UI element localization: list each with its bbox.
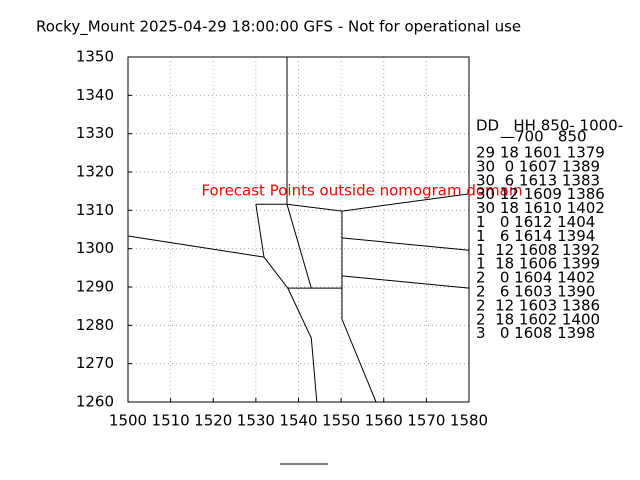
nomogram-line xyxy=(127,235,265,258)
table-row: 30 18 1610 1402 xyxy=(476,199,605,217)
x-tick-label: 1530 xyxy=(237,412,275,430)
y-tick-label: 1340 xyxy=(76,86,114,104)
chart-title: Rocky_Mount 2025-04-29 18:00:00 GFS - No… xyxy=(36,18,521,37)
table-row: 3 0 1608 1398 xyxy=(476,324,595,342)
y-tick-label: 1300 xyxy=(76,239,114,257)
table-row: 2 6 1603 1390 xyxy=(476,283,595,301)
y-tick-label: 1330 xyxy=(76,124,114,142)
nomogram-line xyxy=(341,288,377,403)
plot-frame xyxy=(127,56,470,403)
table-header: —700 850 xyxy=(500,128,587,146)
x-tick-label: 1580 xyxy=(450,412,488,430)
x-tick-label: 1500 xyxy=(109,412,147,430)
table-row: 2 12 1603 1386 xyxy=(476,296,600,314)
nomogram-line xyxy=(286,204,312,289)
x-tick-label: 1560 xyxy=(365,412,403,430)
nomogram-line xyxy=(287,287,318,403)
table-row: 30 6 1613 1383 xyxy=(476,171,600,189)
x-tick-label: 1520 xyxy=(194,412,232,430)
x-tick-label: 1510 xyxy=(152,412,190,430)
table-header: DD HH 850- 1000- xyxy=(476,117,623,135)
table-row: 1 12 1608 1392 xyxy=(476,241,600,259)
nomogram-line xyxy=(341,275,470,289)
table-row: 2 18 1602 1400 xyxy=(476,310,600,328)
x-tick-label: 1570 xyxy=(407,412,445,430)
table-row: 1 18 1606 1399 xyxy=(476,255,600,273)
table-row: 2 0 1604 1402 xyxy=(476,269,595,287)
x-tick-label: 1550 xyxy=(322,412,360,430)
y-tick-label: 1270 xyxy=(76,354,114,372)
x-tick-label: 1540 xyxy=(279,412,317,430)
table-row: 1 0 1612 1404 xyxy=(476,213,595,231)
table-row: 29 18 1601 1379 xyxy=(476,144,605,162)
nomogram-line xyxy=(263,256,289,289)
nomogram-line xyxy=(341,237,470,251)
y-tick-label: 1280 xyxy=(76,316,114,334)
annotation: Forecast Points outside nomogram domain xyxy=(201,182,522,200)
y-tick-label: 1320 xyxy=(76,163,114,181)
table-row: 30 0 1607 1389 xyxy=(476,157,600,175)
table-row: 1 6 1614 1394 xyxy=(476,227,595,245)
y-tick-label: 1310 xyxy=(76,201,114,219)
y-tick-label: 1350 xyxy=(76,48,114,66)
table-row: 30 12 1609 1386 xyxy=(476,185,605,203)
y-tick-label: 1290 xyxy=(76,278,114,296)
y-tick-label: 1260 xyxy=(76,393,114,411)
nomogram-line xyxy=(255,204,265,258)
